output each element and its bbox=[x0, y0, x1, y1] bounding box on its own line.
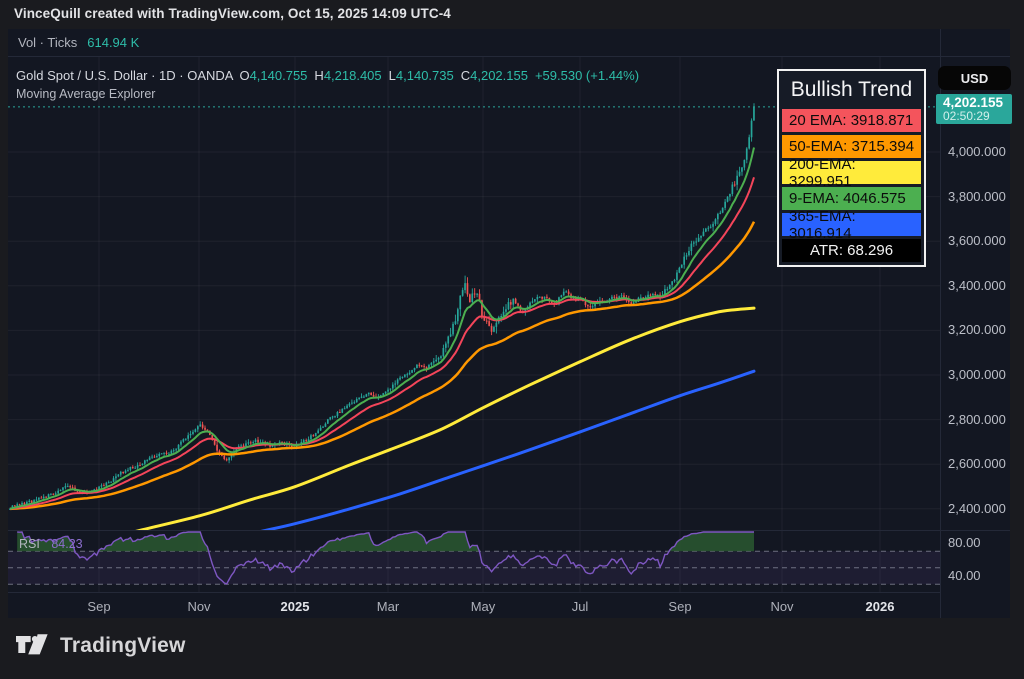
tradingview-logo[interactable]: TradingView bbox=[16, 632, 186, 660]
price-pane-canvas[interactable] bbox=[8, 56, 940, 530]
legend-title: Bullish Trend bbox=[790, 78, 913, 101]
price-axis-label: 4,000.000 bbox=[948, 144, 1006, 159]
price-axis-label: 3,600.000 bbox=[948, 233, 1006, 249]
volume-value: 614.94 K bbox=[87, 35, 140, 50]
rsi-axis-label: 40.00 bbox=[948, 568, 981, 583]
price-axis-label: 3,800.000 bbox=[948, 188, 1006, 204]
time-axis[interactable]: Sep Nov 2025 Mar May Jul Sep Nov 2026 bbox=[8, 592, 940, 618]
bar-countdown: 02:50:29 bbox=[943, 108, 990, 123]
price-axis[interactable]: 4,000.000 3,800.000 3,600.000 3,400.000 3,20… bbox=[940, 29, 1010, 618]
last-price-badge[interactable]: 4,202.155 02:50:29 bbox=[936, 93, 1012, 124]
price-axis-label: 3,000.000 bbox=[948, 367, 1006, 382]
ohlc-values: O4,140.755 H4,218.405 L4,140.735 C4,202.155 bbox=[239, 68, 535, 83]
price-axis-label: 2,800.000 bbox=[948, 411, 1006, 427]
legend-row: 20 EMA: 3918.871 bbox=[782, 109, 921, 132]
legend-row: 365-EMA: 3016.914 bbox=[782, 208, 921, 242]
legend-row: 9-EMA: 4046.575 bbox=[782, 187, 921, 210]
tradingview-logo-icon bbox=[16, 634, 48, 655]
change-value: +59.530 (+1.44%) bbox=[534, 68, 640, 83]
rsi-pane-canvas[interactable] bbox=[8, 530, 940, 592]
time-axis-label: Jul bbox=[571, 599, 589, 614]
ohlc-item: H4,218.405 bbox=[314, 68, 382, 83]
legend-row: ATR: 68.296 bbox=[782, 239, 921, 262]
ohlc-item: L4,140.735 bbox=[388, 68, 454, 83]
rsi-label: RSI bbox=[19, 537, 40, 551]
tradingview-logo-text: TradingView bbox=[60, 634, 186, 657]
time-axis-label: May bbox=[470, 599, 496, 614]
legend-row: 200-EMA: 3299.951 bbox=[782, 156, 921, 190]
time-axis-label: Nov bbox=[770, 599, 794, 614]
price-axis-label: 3,200.000 bbox=[948, 322, 1006, 338]
rsi-value: 84.23 bbox=[51, 537, 83, 551]
ohlc-item: C4,202.155 bbox=[460, 68, 528, 83]
indicator-label[interactable]: Moving Average Explorer bbox=[16, 87, 156, 101]
currency-toggle-button[interactable]: USD bbox=[938, 66, 1011, 90]
price-axis-label: 2,600.000 bbox=[948, 456, 1006, 472]
time-axis-label: Sep bbox=[668, 599, 692, 614]
last-price-value: 4,202.155 bbox=[943, 94, 1004, 110]
time-axis-label: 2026 bbox=[865, 599, 895, 614]
rsi-caption: RSI 84.23 bbox=[19, 537, 83, 551]
volume-label: Vol · Ticks bbox=[18, 35, 78, 50]
time-axis-label: Mar bbox=[376, 599, 400, 614]
chart-panel: Vol · Ticks 614.94 K Gold Spot / U.S. Do… bbox=[8, 29, 1012, 618]
legend-row: 50-EMA: 3715.394 bbox=[782, 135, 921, 158]
symbol-title: Gold Spot / U.S. Dollar · 1D · OANDA bbox=[16, 68, 234, 83]
price-axis-label: 2,400.000 bbox=[948, 500, 1006, 516]
volume-pane[interactable]: Vol · Ticks 614.94 K bbox=[8, 29, 950, 56]
ma-explorer-legend: Bullish Trend 20 EMA: 3918.871 50-EMA: 37… bbox=[777, 69, 926, 267]
ohlc-item: O4,140.755 bbox=[239, 68, 308, 83]
rsi-axis-label: 80.00 bbox=[948, 535, 981, 550]
attribution-text: VinceQuill created with TradingView.com,… bbox=[14, 6, 451, 21]
time-axis-label: Nov bbox=[187, 599, 211, 614]
time-axis-label: Sep bbox=[87, 599, 111, 614]
price-axis-label: 3,400.000 bbox=[948, 277, 1006, 293]
symbol-row[interactable]: Gold Spot / U.S. Dollar · 1D · OANDA O4,1… bbox=[16, 68, 639, 83]
time-axis-label: 2025 bbox=[280, 599, 310, 614]
